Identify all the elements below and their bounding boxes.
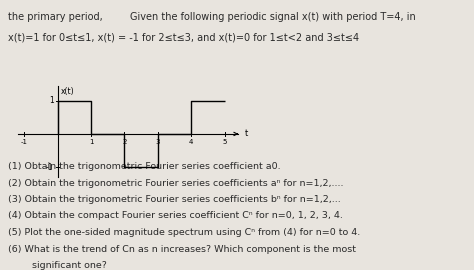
Text: -1: -1: [46, 163, 54, 171]
Text: x(t)=1 for 0≤t≤1, x(t) = -1 for 2≤t≤3, and x(t)=0 for 1≤t<2 and 3≤t≤4: x(t)=1 for 0≤t≤1, x(t) = -1 for 2≤t≤3, a…: [8, 32, 359, 42]
Text: 1: 1: [89, 139, 93, 145]
Text: (4) Obtain the compact Fourier series coefficient Cⁿ for n=0, 1, 2, 3, 4.: (4) Obtain the compact Fourier series co…: [8, 211, 343, 221]
Text: the primary period,: the primary period,: [8, 12, 103, 22]
Text: 3: 3: [155, 139, 160, 145]
Text: (1) Obtain the trigonometric Fourier series coefficient a0.: (1) Obtain the trigonometric Fourier ser…: [8, 162, 281, 171]
Text: 1: 1: [49, 96, 54, 105]
Text: (6) What is the trend of Cn as n increases? Which component is the most: (6) What is the trend of Cn as n increas…: [8, 245, 356, 254]
Text: (5) Plot the one-sided magnitude spectrum using Cⁿ from (4) for n=0 to 4.: (5) Plot the one-sided magnitude spectru…: [8, 228, 360, 237]
Text: t: t: [245, 129, 248, 139]
Text: 4: 4: [189, 139, 193, 145]
Text: -1: -1: [21, 139, 28, 145]
Text: (2) Obtain the trigonometric Fourier series coefficients aⁿ for n=1,2,....: (2) Obtain the trigonometric Fourier ser…: [8, 178, 344, 187]
Text: x(t): x(t): [60, 87, 74, 96]
Text: Given the following periodic signal x(t) with period T=4, in: Given the following periodic signal x(t)…: [130, 12, 416, 22]
Text: 2: 2: [122, 139, 127, 145]
Text: significant one?: significant one?: [8, 261, 107, 270]
Text: (3) Obtain the trigonometric Fourier series coefficients bⁿ for n=1,2,...: (3) Obtain the trigonometric Fourier ser…: [8, 195, 341, 204]
Text: 5: 5: [222, 139, 227, 145]
